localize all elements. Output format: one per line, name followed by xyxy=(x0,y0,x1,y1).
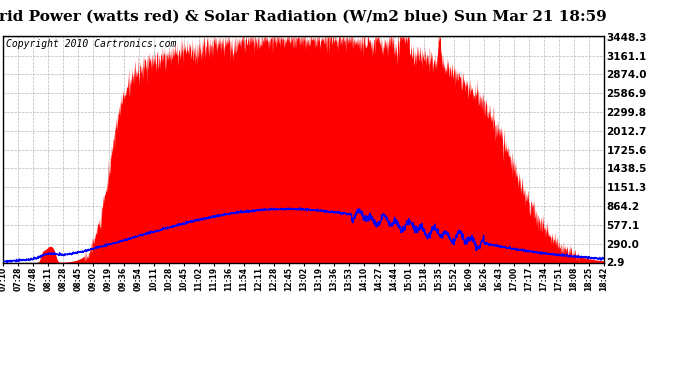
Text: Copyright 2010 Cartronics.com: Copyright 2010 Cartronics.com xyxy=(6,39,177,49)
Text: Grid Power (watts red) & Solar Radiation (W/m2 blue) Sun Mar 21 18:59: Grid Power (watts red) & Solar Radiation… xyxy=(0,9,607,23)
